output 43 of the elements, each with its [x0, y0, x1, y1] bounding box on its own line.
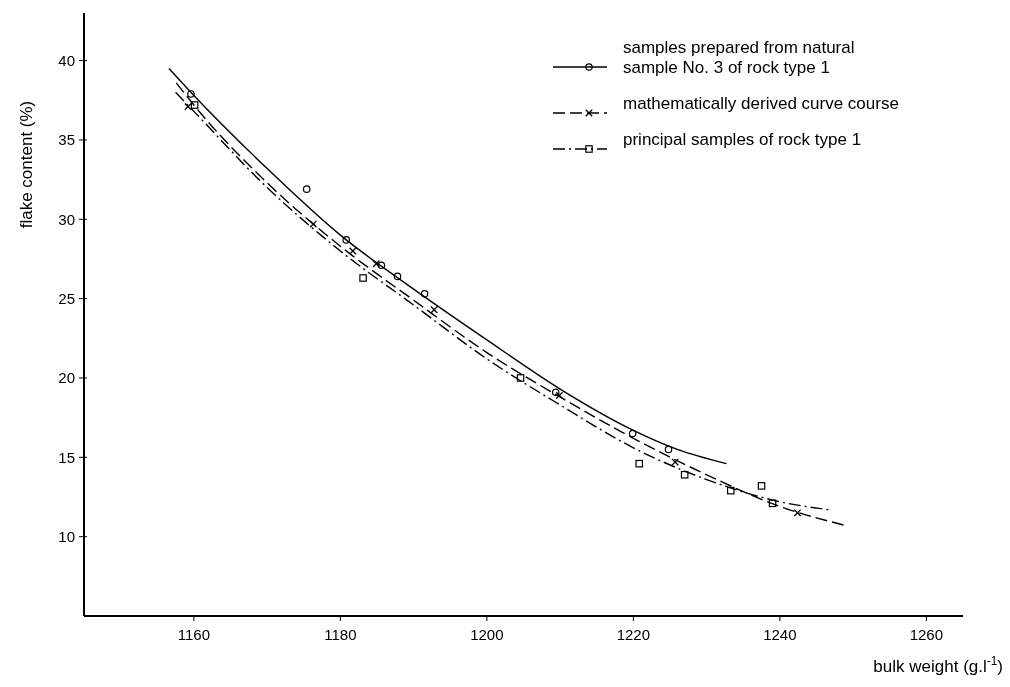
- legend-label: mathematically derived curve course: [623, 94, 899, 113]
- point: [359, 274, 367, 282]
- x-tick-label: 1160: [177, 626, 211, 643]
- point: [516, 374, 525, 382]
- point: [555, 391, 564, 400]
- point: [342, 236, 351, 244]
- legend-label: principal samples of rock type 1: [623, 130, 862, 149]
- point: [628, 429, 637, 438]
- point: [302, 185, 311, 193]
- y-tick-label: 25: [58, 289, 75, 307]
- point: [190, 101, 199, 109]
- point: [187, 90, 195, 98]
- y-tick-label: 20: [58, 369, 75, 387]
- legend-label: samples prepared from natural sample No. 3 of rock type 1: [623, 38, 855, 77]
- y-tick-label: 40: [58, 51, 75, 69]
- y-tick-label: 10: [58, 527, 75, 545]
- point: [757, 482, 766, 490]
- y-tick-label: 30: [58, 210, 75, 228]
- x-tick-label: 1200: [470, 626, 504, 643]
- point: [768, 499, 777, 508]
- point: [671, 458, 679, 466]
- y-tick-label: 15: [58, 448, 75, 466]
- point: [184, 102, 192, 111]
- point: [793, 509, 802, 517]
- x-tick-label: 1260: [909, 626, 944, 643]
- point: [551, 388, 560, 397]
- point: [430, 305, 438, 314]
- point: [393, 272, 402, 281]
- x-tick-label: 1240: [763, 626, 797, 643]
- point: [372, 259, 381, 268]
- x-tick-label: 1180: [324, 626, 357, 643]
- x-axis-title: bulk weight (g.l$^{-1}$): [873, 654, 1003, 676]
- point: [309, 220, 318, 228]
- point: [727, 486, 735, 495]
- point: [348, 247, 357, 255]
- point: [680, 470, 689, 479]
- point: [664, 445, 673, 454]
- point: [420, 290, 429, 298]
- point: [635, 459, 644, 468]
- y-tick-label: 35: [58, 131, 75, 149]
- y-axis-title: flake content (%): [17, 100, 36, 229]
- x-tick-label: 1220: [616, 626, 651, 643]
- point: [377, 261, 386, 270]
